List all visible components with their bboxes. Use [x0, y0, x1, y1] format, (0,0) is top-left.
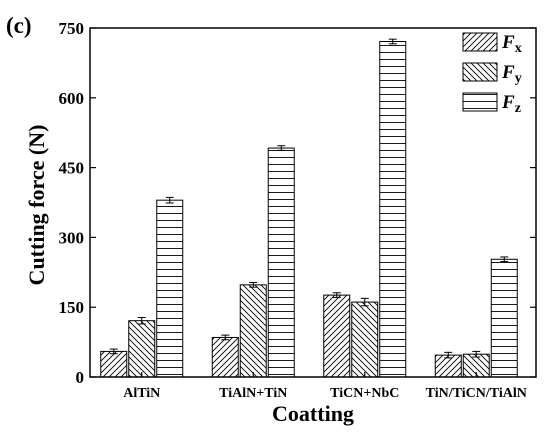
bar-y-0	[128, 320, 156, 378]
y-axis-label: Cutting force (N)	[24, 125, 49, 286]
y-tick-label-5: 750	[59, 19, 85, 38]
bar-z-3	[490, 258, 518, 378]
legend-label-x: Fx	[501, 32, 522, 56]
y-tick-label-3: 450	[59, 159, 85, 178]
bar-x-2	[323, 294, 351, 378]
legend-label-y: Fy	[501, 62, 522, 86]
x-tick-label-2: TiCN+NbC	[330, 386, 399, 401]
x-axis-ticks: AlTiN TiAlN+TiN TiCN+NbC TiN/TiCN/TiAlN	[123, 372, 527, 401]
x-tick-label-0: AlTiN	[123, 386, 160, 401]
x-tick-label-1: TiAlN+TiN	[219, 386, 287, 401]
panel-label: (c)	[6, 13, 32, 38]
bar-y-2	[351, 301, 379, 378]
x-tick-label-3: TiN/TiCN/TiAlN	[426, 386, 527, 401]
plot-frame	[89, 27, 537, 378]
plot-area	[89, 27, 537, 378]
y-axis-ticks: 0 150 300 450 600 750	[59, 19, 536, 387]
bar-x-1	[211, 336, 239, 378]
y-tick-label-0: 0	[76, 368, 85, 387]
legend: Fx Fy Fz	[462, 32, 522, 116]
y-tick-label-4: 600	[59, 89, 85, 108]
legend-label-z: Fz	[501, 92, 521, 116]
legend-swatch-y	[462, 62, 498, 82]
y-tick-label-1: 150	[59, 298, 85, 317]
bar-z-1	[267, 147, 295, 378]
bar-z-0	[156, 199, 184, 378]
legend-swatch-x	[462, 32, 498, 52]
x-axis-label: Coatting	[272, 401, 354, 426]
legend-swatch-z	[462, 92, 498, 112]
bar-x-0	[100, 350, 128, 378]
y-tick-label-2: 300	[59, 228, 85, 247]
bar-y-1	[239, 284, 267, 378]
bar-z-2	[379, 40, 407, 378]
